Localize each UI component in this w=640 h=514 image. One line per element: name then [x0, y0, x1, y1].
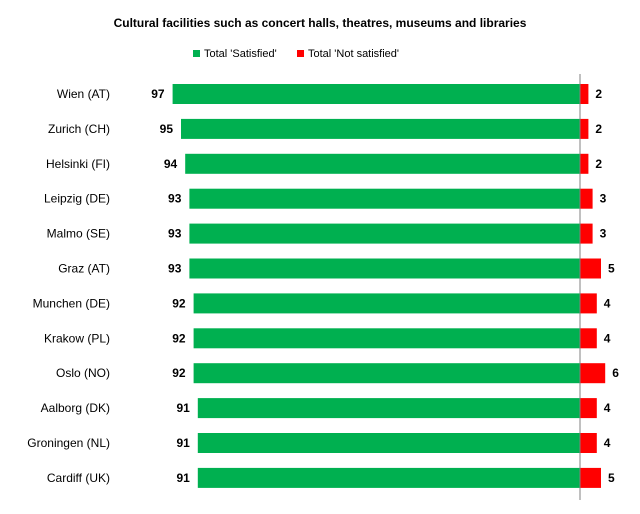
legend-swatch-0	[193, 50, 200, 57]
bar-satisfied	[185, 153, 580, 174]
data-label-satisfied: 95	[160, 122, 174, 136]
data-label-not-satisfied: 4	[604, 436, 611, 450]
data-label-satisfied: 91	[176, 401, 190, 415]
bar-satisfied	[193, 293, 580, 314]
legend-swatch-1	[297, 50, 304, 57]
category-label: Krakow (PL)	[44, 331, 110, 345]
bar-not-satisfied	[580, 293, 597, 314]
category-label: Graz (AT)	[58, 262, 110, 276]
bar-satisfied	[189, 258, 580, 279]
bar-not-satisfied	[580, 328, 597, 349]
bar-satisfied	[189, 223, 580, 244]
category-label: Helsinki (FI)	[46, 157, 110, 171]
data-label-not-satisfied: 2	[595, 122, 602, 136]
chart-legend: Total 'Satisfied' Total 'Not satisfied'	[193, 48, 399, 60]
bar-satisfied	[197, 398, 581, 419]
legend-label-1: Total 'Not satisfied'	[308, 48, 399, 60]
data-label-satisfied: 92	[172, 331, 186, 345]
category-label: Munchen (DE)	[33, 296, 110, 310]
bar-not-satisfied	[580, 258, 601, 279]
bar-satisfied	[193, 328, 580, 349]
bar-not-satisfied	[580, 467, 601, 488]
data-label-not-satisfied: 4	[604, 401, 611, 415]
category-label: Leipzig (DE)	[44, 192, 110, 206]
bar-satisfied	[181, 118, 580, 139]
chart-title: Cultural facilities such as concert hall…	[113, 16, 527, 30]
data-label-not-satisfied: 2	[595, 87, 602, 101]
data-label-not-satisfied: 5	[608, 262, 615, 276]
category-label: Groningen (NL)	[27, 436, 110, 450]
legend-label-0: Total 'Satisfied'	[204, 48, 277, 60]
data-label-satisfied: 93	[168, 227, 182, 241]
bar-not-satisfied	[580, 84, 589, 104]
bar-not-satisfied	[580, 188, 593, 209]
bar-not-satisfied	[580, 433, 597, 453]
data-label-not-satisfied: 4	[604, 331, 611, 345]
data-label-satisfied: 97	[151, 87, 165, 101]
data-label-not-satisfied: 3	[600, 192, 607, 206]
bar-not-satisfied	[580, 223, 593, 244]
data-label-satisfied: 93	[168, 262, 182, 276]
chart-bars: Wien (AT) 97 2 Zurich (CH) 95 2 Helsinki (FI) 9…	[27, 84, 619, 488]
data-label-satisfied: 93	[168, 192, 182, 206]
bar-satisfied	[193, 363, 580, 384]
data-label-not-satisfied: 4	[604, 296, 611, 310]
bar-not-satisfied	[580, 118, 589, 139]
bar-not-satisfied	[580, 363, 606, 384]
data-label-satisfied: 91	[176, 436, 190, 450]
data-label-not-satisfied: 5	[608, 471, 615, 485]
data-label-not-satisfied: 3	[600, 227, 607, 241]
category-label: Cardiff (UK)	[47, 471, 110, 485]
category-label: Wien (AT)	[57, 87, 110, 101]
data-label-not-satisfied: 6	[612, 366, 619, 380]
data-label-satisfied: 92	[172, 296, 186, 310]
bar-satisfied	[189, 188, 580, 209]
data-label-satisfied: 91	[176, 471, 190, 485]
data-label-satisfied: 92	[172, 366, 186, 380]
category-label: Zurich (CH)	[48, 122, 110, 136]
bar-not-satisfied	[580, 153, 589, 174]
bar-satisfied	[197, 467, 581, 488]
data-label-not-satisfied: 2	[595, 157, 602, 171]
bar-satisfied	[172, 84, 580, 104]
category-label: Malmo (SE)	[47, 227, 110, 241]
data-label-satisfied: 94	[164, 157, 178, 171]
category-label: Aalborg (DK)	[41, 401, 110, 415]
bar-not-satisfied	[580, 398, 597, 419]
bar-satisfied	[197, 433, 581, 453]
category-label: Oslo (NO)	[56, 366, 110, 380]
